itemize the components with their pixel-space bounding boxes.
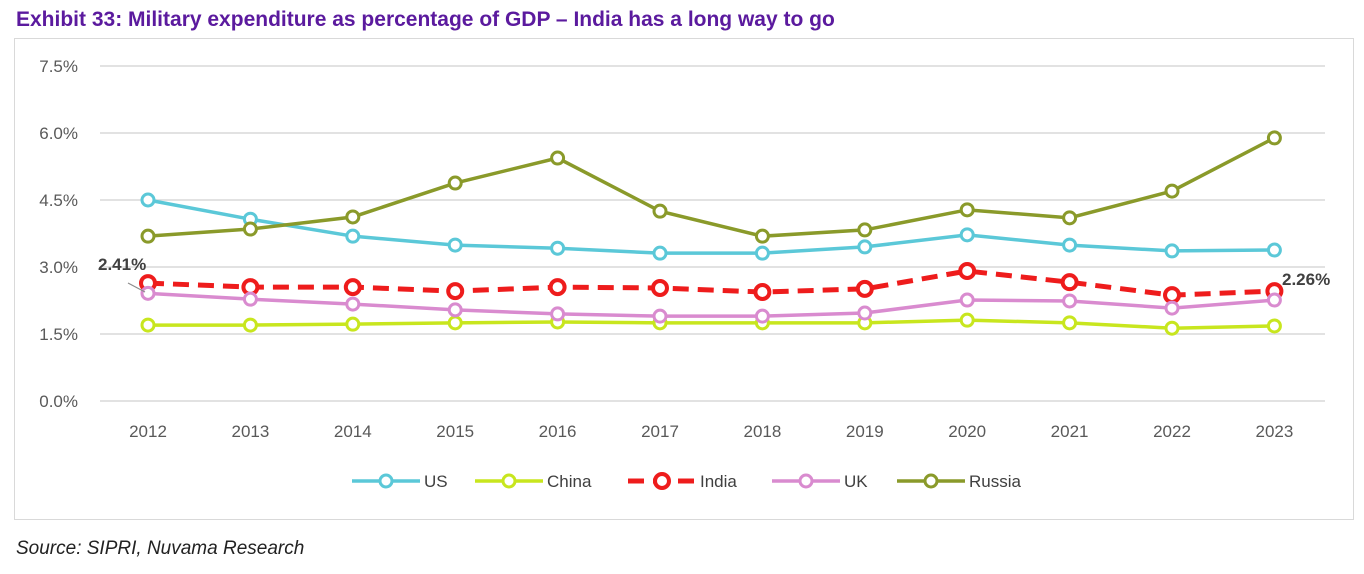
data-point-india (446, 282, 465, 301)
data-point-uk (857, 305, 873, 321)
legend-label: China (547, 472, 592, 491)
data-point-us (447, 237, 463, 253)
y-tick-label: 3.0% (39, 258, 78, 277)
data-point-uk (242, 291, 258, 307)
data-point-india (1060, 273, 1079, 292)
series-line-india (147, 268, 1275, 298)
legend-marker-russia (923, 473, 939, 489)
y-tick-label: 4.5% (39, 191, 78, 210)
data-point-china (959, 312, 975, 328)
data-point-india (958, 262, 977, 281)
chart-title: Exhibit 33: Military expenditure as perc… (16, 8, 835, 31)
annotation-leader (127, 282, 146, 293)
data-point-india (651, 278, 669, 297)
x-tick-label: 2015 (436, 422, 474, 441)
data-point-china (1164, 320, 1180, 336)
data-point-china (1266, 318, 1282, 334)
series-line-us (147, 198, 1275, 255)
y-tick-label: 1.5% (39, 325, 78, 344)
data-point-us (1164, 243, 1180, 259)
legend-label: UK (844, 472, 868, 491)
x-tick-label: 2016 (539, 422, 577, 441)
x-tick-label: 2023 (1255, 422, 1293, 441)
data-point-india (1163, 286, 1181, 305)
x-tick-label: 2018 (743, 422, 781, 441)
legend-marker-us (378, 473, 394, 489)
annotation-label: 2.26% (1282, 270, 1330, 289)
data-point-russia (242, 221, 258, 237)
data-point-us (959, 227, 975, 243)
legend-marker-china (501, 473, 517, 489)
data-point-us (1266, 242, 1282, 258)
y-tick-label: 6.0% (39, 124, 78, 143)
data-point-us (550, 240, 566, 256)
x-tick-label: 2013 (231, 422, 269, 441)
data-point-china (140, 317, 156, 333)
data-point-uk (652, 308, 668, 324)
series-line-china (148, 318, 1275, 330)
data-point-us (652, 245, 668, 261)
data-point-us (857, 239, 873, 255)
data-point-uk (447, 302, 463, 318)
data-point-uk (140, 285, 156, 301)
annotation-label: 2.41% (98, 255, 146, 274)
data-point-india (343, 278, 362, 297)
data-point-russia (140, 228, 156, 244)
x-tick-label: 2014 (334, 422, 372, 441)
y-tick-label: 7.5% (39, 57, 78, 76)
x-tick-label: 2012 (129, 422, 167, 441)
data-point-uk (754, 308, 770, 324)
data-point-us (754, 245, 770, 261)
y-tick-label: 0.0% (39, 392, 78, 411)
data-point-uk (345, 296, 361, 312)
x-tick-label: 2022 (1153, 422, 1191, 441)
legend-label: India (700, 472, 737, 491)
x-tick-label: 2020 (948, 422, 986, 441)
data-point-india (855, 279, 874, 298)
data-point-russia (652, 203, 668, 219)
legend-label: Russia (969, 472, 1022, 491)
data-point-india (753, 283, 772, 302)
data-point-russia (754, 228, 770, 244)
legend-marker-india (653, 472, 671, 490)
data-point-uk (1266, 292, 1282, 308)
source-note: Source: SIPRI, Nuvama Research (16, 538, 305, 559)
data-point-russia (447, 175, 463, 191)
x-tick-label: 2017 (641, 422, 679, 441)
data-point-uk (1062, 293, 1078, 309)
data-point-india (548, 278, 567, 297)
data-point-russia (1164, 183, 1180, 199)
data-point-russia (1062, 210, 1078, 226)
legend-marker-uk (798, 473, 814, 489)
data-point-uk (959, 292, 975, 308)
data-point-russia (345, 209, 361, 225)
data-point-russia (959, 202, 975, 218)
data-point-russia (857, 222, 873, 238)
data-point-us (1062, 237, 1078, 253)
x-tick-label: 2019 (846, 422, 884, 441)
series-line-uk (147, 291, 1275, 318)
data-point-china (345, 316, 361, 332)
data-point-china (1062, 315, 1078, 331)
data-point-us (140, 192, 156, 208)
series-line-russia (147, 136, 1276, 238)
legend-label: US (424, 472, 448, 491)
chart-frame (14, 38, 1354, 520)
data-point-russia (550, 150, 566, 166)
data-point-china (447, 315, 463, 331)
x-tick-label: 2021 (1051, 422, 1089, 441)
data-point-russia (1266, 130, 1282, 146)
data-point-us (345, 228, 361, 244)
data-point-uk (1164, 300, 1180, 316)
data-point-uk (550, 306, 566, 322)
data-point-china (242, 317, 258, 333)
